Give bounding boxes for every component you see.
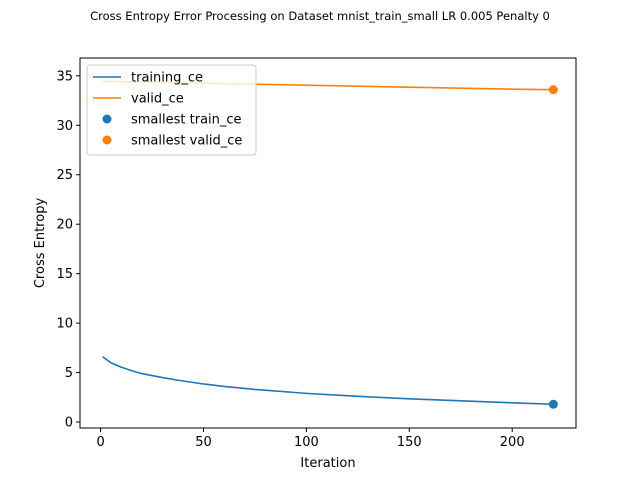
y-axis-label: Cross Entropy [33, 198, 48, 289]
plot-frame [79, 57, 577, 429]
legend-label: valid_ce [131, 92, 184, 107]
legend-label: smallest train_ce [131, 113, 242, 128]
x-tick-label: 0 [96, 435, 104, 450]
marker-smallest-valid-ce [548, 85, 558, 95]
y-tick-label: 10 [56, 317, 73, 332]
y-tick-label: 20 [56, 218, 73, 233]
x-tick-label: 150 [397, 435, 422, 450]
chart-title: Cross Entropy Error Processing on Datase… [90, 9, 550, 23]
x-axis-label: Iteration [300, 456, 355, 471]
marker-smallest-train-ce [548, 399, 558, 409]
y-tick-label: 30 [56, 119, 73, 134]
series-line-training-ce [102, 356, 554, 406]
y-axis-ticks: 0 5 10 15 20 25 30 35 [56, 69, 80, 431]
y-tick-label: 15 [56, 267, 73, 282]
x-tick-label: 200 [500, 435, 525, 450]
x-axis-ticks: 0 50 100 150 200 [96, 428, 525, 450]
x-tick-label: 50 [195, 435, 212, 450]
legend-label: smallest valid_ce [131, 134, 242, 149]
legend-box [86, 64, 257, 156]
legend: training_ce valid_ce smallest train_cesmal… [86, 64, 257, 156]
y-tick-label: 0 [65, 416, 73, 431]
y-tick-label: 5 [65, 366, 73, 381]
legend-label: training_ce [131, 71, 203, 86]
legend-swatch-marker [102, 114, 112, 124]
legend-swatch-marker [102, 135, 112, 145]
x-tick-label: 100 [294, 435, 319, 450]
axes [79, 57, 577, 429]
y-tick-label: 25 [56, 168, 73, 183]
y-tick-label: 35 [56, 69, 73, 84]
